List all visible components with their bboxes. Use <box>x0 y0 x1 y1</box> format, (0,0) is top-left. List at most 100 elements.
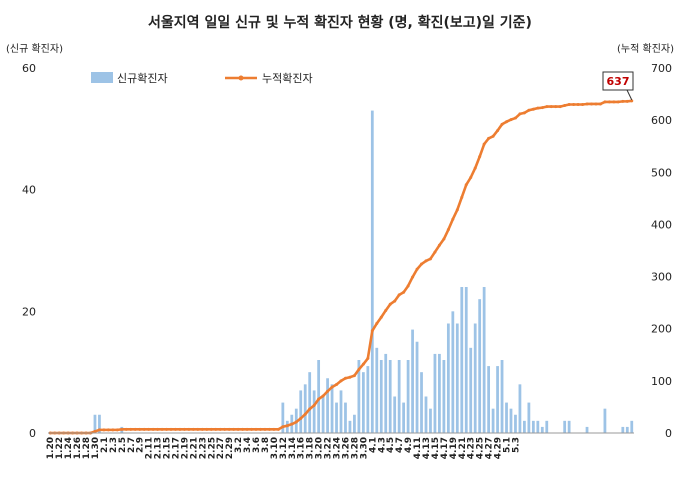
x-tick-label: 4.13 <box>422 437 432 459</box>
x-tick-label: 2.1 <box>100 437 110 453</box>
right-tick-label: 100 <box>651 375 672 388</box>
left-axis-ticks: 0 20 40 60 <box>22 62 36 440</box>
x-tick-label: 4.29 <box>494 437 504 459</box>
bar <box>451 311 455 433</box>
legend-line-marker <box>238 75 244 81</box>
x-tick-label: 2.19 <box>180 437 190 459</box>
callout-label: 637 <box>607 75 630 88</box>
x-tick-label: 5.3 <box>511 437 521 453</box>
x-tick-label: 4.21 <box>458 437 468 459</box>
line-point <box>357 367 361 371</box>
bar <box>339 390 343 433</box>
line-point <box>250 427 254 431</box>
bar <box>281 402 285 433</box>
x-tick-label: 3.18 <box>306 437 316 459</box>
line-point <box>317 397 321 401</box>
line-point <box>522 111 526 115</box>
left-axis-title: (신규 확진자) <box>6 43 63 55</box>
bar <box>585 426 589 433</box>
line-point <box>218 427 222 431</box>
right-axis-ticks: 0 100 200 300 400 500 600 700 <box>651 62 672 440</box>
bar <box>563 420 567 433</box>
bar <box>625 426 629 433</box>
x-tick-label: 2.15 <box>163 437 173 459</box>
bar <box>424 396 428 433</box>
line-point <box>612 100 616 104</box>
line-point <box>142 427 146 431</box>
right-tick-label: 0 <box>665 427 672 440</box>
x-tick-label: 2.25 <box>207 437 217 459</box>
line-point <box>321 394 325 398</box>
line-point <box>106 428 110 432</box>
bar <box>460 287 464 433</box>
x-tick-label: 3.8 <box>261 437 271 453</box>
bar <box>326 378 329 433</box>
line-point <box>572 103 576 106</box>
line-point <box>473 166 477 170</box>
line-point <box>223 427 227 431</box>
right-tick-label: 300 <box>651 271 672 284</box>
x-tick-label: 4.11 <box>413 437 423 459</box>
line-point <box>379 315 383 319</box>
bar <box>482 287 486 433</box>
line-point <box>384 308 388 312</box>
line-point <box>451 217 455 221</box>
line-point <box>478 155 482 159</box>
line-point <box>245 427 249 431</box>
line-point <box>411 275 415 279</box>
line-point <box>518 112 522 116</box>
line-point <box>303 412 307 416</box>
line-point <box>124 427 128 431</box>
line-point <box>151 427 155 431</box>
x-tick-label: 2.7 <box>127 437 137 453</box>
line-point <box>509 118 513 122</box>
line-point <box>227 427 231 431</box>
line-point <box>464 183 468 187</box>
x-tick-label: 4.1 <box>368 437 378 453</box>
x-tick-label: 2.27 <box>216 437 226 459</box>
x-tick-label: 2.13 <box>154 437 164 459</box>
right-axis-title: (누적 확진자) <box>617 43 674 55</box>
line-point <box>505 120 509 124</box>
line-point <box>147 427 151 431</box>
line-point <box>388 302 392 306</box>
x-tick-label: 1.28 <box>82 437 92 459</box>
bar <box>478 299 482 433</box>
bar <box>473 323 477 433</box>
x-tick-label: 4.27 <box>485 437 495 459</box>
line-point <box>285 424 289 428</box>
x-axis-ticks: 1.201.221.241.261.281.302.12.32.52.72.92… <box>46 437 521 459</box>
bar <box>98 414 101 433</box>
legend-bar-label: 신규확진자 <box>117 72 168 85</box>
line-point <box>191 427 195 431</box>
line-point <box>581 103 585 106</box>
right-tick-label: 600 <box>651 114 672 127</box>
line-point <box>258 427 262 431</box>
line-point <box>187 427 191 431</box>
line-point <box>343 376 347 380</box>
left-tick-label: 20 <box>22 305 36 318</box>
x-tick-label: 2.9 <box>136 437 146 453</box>
line-point <box>621 99 625 103</box>
line-point <box>536 106 540 110</box>
x-tick-label: 4.7 <box>395 437 405 453</box>
right-tick-label: 500 <box>651 166 672 179</box>
bar <box>303 384 307 433</box>
bar <box>442 360 446 433</box>
right-tick-label: 400 <box>651 218 672 231</box>
line-point <box>491 134 495 138</box>
bar <box>505 402 508 433</box>
line-point <box>156 427 160 431</box>
line-point <box>339 379 343 383</box>
line-point <box>361 362 365 366</box>
line-point <box>165 427 169 431</box>
bar <box>523 420 526 433</box>
line-point <box>160 427 164 431</box>
line-point <box>267 427 271 431</box>
line-point <box>402 290 406 294</box>
line-point <box>437 243 441 247</box>
line-point <box>393 299 397 303</box>
x-tick-label: 4.5 <box>386 437 396 453</box>
right-tick-label: 200 <box>651 323 672 336</box>
